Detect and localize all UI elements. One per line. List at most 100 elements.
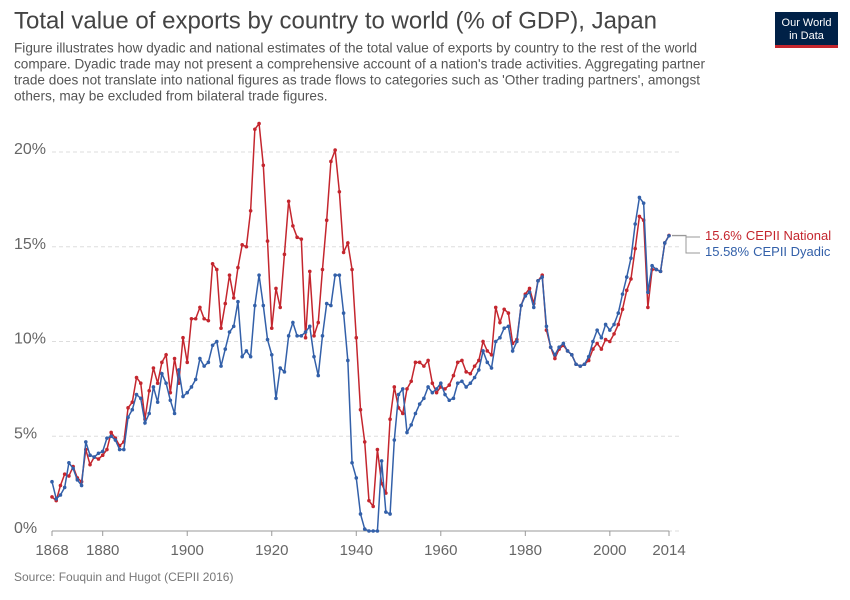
point — [371, 504, 375, 509]
point — [286, 334, 291, 338]
point — [134, 392, 139, 397]
point — [553, 356, 557, 361]
point — [371, 529, 375, 533]
point — [557, 345, 561, 349]
point — [434, 387, 439, 391]
point — [654, 267, 659, 272]
point — [620, 307, 625, 312]
x-tick-label: 1940 — [340, 542, 373, 559]
point — [540, 275, 545, 279]
point — [460, 379, 464, 384]
point — [223, 347, 228, 351]
point — [151, 385, 156, 389]
point — [582, 362, 587, 367]
point — [96, 451, 101, 456]
point — [629, 256, 633, 260]
source: Source: Fouquin and Hugot (CEPII 2016) — [14, 570, 233, 584]
end-value: 15.58% — [705, 244, 750, 259]
point — [472, 364, 477, 368]
point — [422, 364, 426, 368]
point — [185, 360, 190, 365]
point — [637, 195, 642, 200]
point — [447, 398, 452, 403]
point — [291, 320, 295, 325]
point — [506, 311, 511, 315]
point — [303, 335, 308, 340]
point — [286, 199, 291, 204]
point — [460, 358, 464, 363]
point — [316, 373, 321, 378]
point — [236, 299, 240, 304]
point — [422, 396, 426, 401]
point — [202, 316, 206, 321]
point — [489, 352, 494, 357]
point — [384, 510, 388, 514]
point — [261, 303, 266, 308]
point — [498, 335, 502, 340]
point — [109, 430, 113, 435]
point — [396, 392, 401, 397]
point — [346, 241, 350, 245]
point — [54, 496, 59, 501]
subtitle: Figure illustrates how dyadic and nation… — [14, 41, 697, 56]
point — [231, 324, 236, 329]
point — [489, 366, 494, 370]
point — [189, 316, 194, 321]
logo-text: in Data — [789, 30, 825, 42]
point — [303, 330, 308, 334]
point — [502, 326, 506, 331]
x-tick-label: 1980 — [509, 542, 542, 559]
point — [388, 512, 392, 516]
point — [253, 303, 257, 308]
y-tick-label: 0% — [14, 520, 37, 537]
point — [354, 335, 359, 340]
point — [426, 385, 430, 389]
end-label: 15.58% CEPII Dyadic — [705, 244, 831, 259]
point — [400, 387, 405, 391]
point — [464, 370, 468, 374]
point — [375, 529, 380, 533]
point — [443, 392, 447, 397]
end-value: 15.6% — [705, 228, 742, 243]
point — [413, 411, 418, 416]
point — [122, 447, 126, 452]
point — [578, 364, 583, 368]
point — [430, 381, 435, 385]
point — [527, 286, 532, 291]
point — [417, 402, 422, 406]
point — [481, 339, 485, 344]
point — [160, 360, 164, 365]
point — [493, 339, 498, 344]
point — [282, 252, 287, 257]
point — [612, 322, 616, 327]
point — [261, 163, 266, 168]
point — [527, 290, 532, 295]
point — [151, 366, 156, 370]
point — [316, 320, 321, 325]
point — [312, 354, 316, 359]
point — [472, 375, 477, 380]
point — [531, 305, 536, 310]
point — [553, 352, 557, 357]
point — [603, 337, 608, 342]
point — [92, 455, 97, 459]
point — [130, 407, 135, 412]
point — [586, 354, 591, 359]
point — [506, 324, 511, 329]
point — [548, 345, 553, 349]
point — [291, 224, 295, 228]
point — [282, 370, 287, 374]
y-tick-label: 10% — [14, 331, 46, 348]
point — [96, 457, 101, 461]
series-name: CEPII National — [746, 228, 831, 243]
point — [295, 334, 299, 338]
point — [392, 385, 397, 389]
point — [88, 462, 92, 467]
point — [176, 368, 181, 372]
point — [265, 337, 270, 342]
point — [172, 411, 177, 416]
point — [210, 343, 215, 348]
logo-box — [775, 12, 838, 48]
point — [130, 400, 135, 404]
subtitle: trade does not translate into national f… — [14, 73, 700, 88]
